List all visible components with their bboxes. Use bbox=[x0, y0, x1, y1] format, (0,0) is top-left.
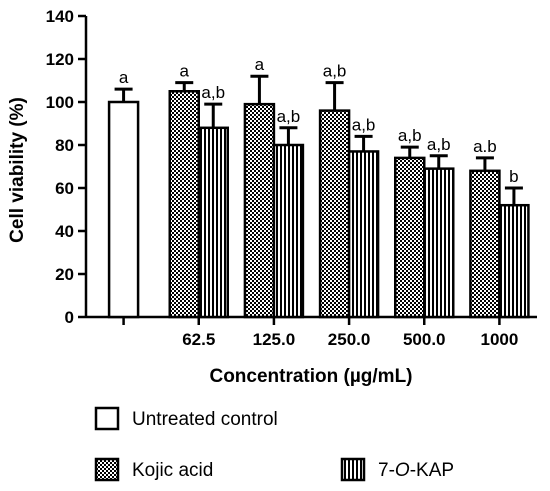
sig-label-kojic-acid: a bbox=[255, 55, 265, 74]
bar-7-o-kap bbox=[197, 126, 229, 319]
bar-untreated-control bbox=[107, 100, 140, 319]
bar-kojic-acid bbox=[168, 90, 200, 319]
legend-item-7-o-kap: 7-O-KAP bbox=[340, 457, 454, 482]
x-tick-label: 62.5 bbox=[182, 330, 215, 349]
sig-label-kojic-acid: a bbox=[180, 62, 190, 81]
legend-label-untreated-control: Untreated control bbox=[132, 409, 278, 430]
sig-label-kojic-acid: a,b bbox=[323, 62, 347, 81]
bar-7-o-kap bbox=[498, 203, 530, 319]
bar-kojic-acid bbox=[243, 102, 276, 319]
y-tick-label: 120 bbox=[46, 50, 74, 69]
x-tick-label: 250.0 bbox=[328, 330, 371, 349]
x-tick-label: 500.0 bbox=[403, 330, 446, 349]
bar-7-o-kap bbox=[347, 150, 380, 319]
y-tick-label: 40 bbox=[55, 222, 74, 241]
bar-kojic-acid bbox=[394, 156, 426, 319]
bar-kojic-acid bbox=[469, 169, 501, 319]
y-axis-label: Cell viability (%) bbox=[7, 97, 28, 243]
legend-swatch-untreated-control bbox=[94, 406, 120, 431]
sig-label-kojic-acid: a,b bbox=[398, 126, 422, 145]
y-tick-label: 100 bbox=[46, 93, 74, 112]
legend-swatch-7-o-kap bbox=[340, 457, 366, 482]
x-tick-label: 1000 bbox=[481, 330, 519, 349]
bar-kojic-acid bbox=[318, 109, 351, 319]
legend-item-untreated-control: Untreated control bbox=[94, 406, 278, 431]
sig-label-untreated-control: a bbox=[119, 68, 129, 87]
x-tick-label: 125.0 bbox=[253, 330, 296, 349]
legend-item-kojic-acid: Kojic acid bbox=[94, 457, 213, 482]
bar-7-o-kap bbox=[272, 143, 305, 319]
x-axis-label: Concentration (µg/mL) bbox=[209, 366, 412, 387]
bars bbox=[107, 74, 530, 319]
y-tick-label: 60 bbox=[55, 179, 74, 198]
y-tick-label: 0 bbox=[65, 308, 74, 327]
y-axis: 0 20 40 60 80 100 120 140 bbox=[46, 7, 88, 327]
sig-label-kojic-acid: a.b bbox=[473, 137, 497, 156]
sig-label-7-o-kap: a,b bbox=[201, 83, 225, 102]
y-tick-label: 140 bbox=[46, 7, 74, 26]
sig-label-7-o-kap: a,b bbox=[427, 135, 451, 154]
sig-label-7-o-kap: b bbox=[509, 167, 518, 186]
y-tick-label: 80 bbox=[55, 136, 74, 155]
legend-label-kojic-acid: Kojic acid bbox=[132, 460, 213, 481]
sig-label-7-o-kap: a,b bbox=[277, 107, 301, 126]
y-tick-label: 20 bbox=[55, 265, 74, 284]
legend: Untreated control Kojic acid 7-O-KAP bbox=[94, 406, 454, 482]
legend-swatch-kojic-acid bbox=[94, 457, 120, 482]
legend-label-7-o-kap: 7-O-KAP bbox=[378, 460, 454, 481]
significance-labels: a a a,b a a,b a,b a,b a,b a,b a.b b bbox=[119, 55, 519, 186]
bar-7-o-kap bbox=[423, 167, 455, 319]
sig-label-7-o-kap: a,b bbox=[352, 115, 376, 134]
x-axis: 62.5 125.0 250.0 500.0 1000 bbox=[86, 315, 537, 349]
